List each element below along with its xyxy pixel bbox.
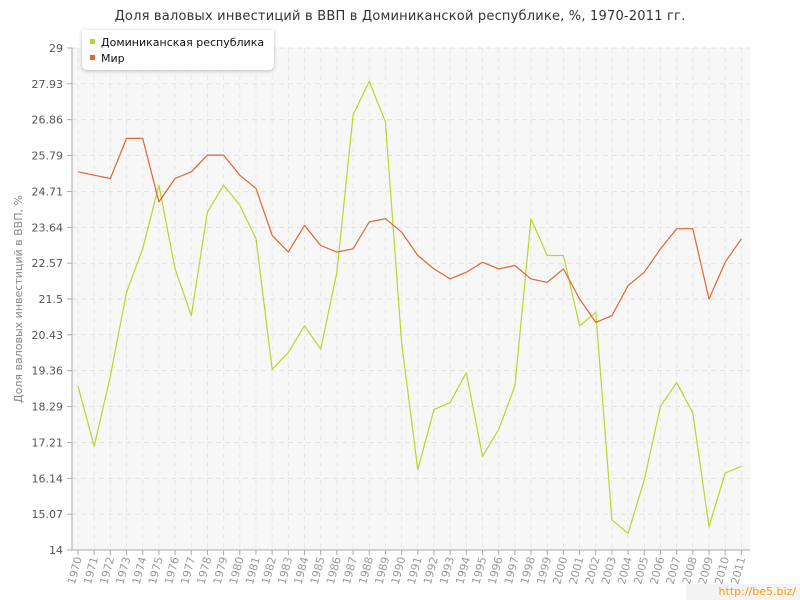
y-axis-title: Доля валовых инвестиций в ВВП, % xyxy=(12,195,25,403)
y-tick-label: 20.43 xyxy=(32,329,64,342)
y-tick-labels: 14 15.07 16.14 17.21 18.29 19.36 20.43 21.5 22.5… xyxy=(32,42,64,557)
legend-item-dominican-republic[interactable]: Доминиканская республика xyxy=(90,36,264,50)
watermark-link[interactable]: http://be5.biz/ xyxy=(686,584,800,600)
grid-lines xyxy=(72,47,750,551)
y-tick-label: 17.21 xyxy=(32,437,64,450)
legend-swatch-world xyxy=(90,55,95,60)
y-tick-label: 19.36 xyxy=(32,365,64,378)
y-tick-label: 18.29 xyxy=(32,400,64,413)
y-tick-label: 26.86 xyxy=(32,114,64,127)
chart-title: Доля валовых инвестиций в ВВП в Доминика… xyxy=(114,9,686,24)
axes xyxy=(67,47,750,555)
legend-swatch-dominican-republic xyxy=(90,39,95,44)
y-tick-label: 16.14 xyxy=(32,472,64,485)
legend-label-dominican-republic: Доминиканская республика xyxy=(101,36,265,49)
y-tick-label: 22.57 xyxy=(32,257,64,270)
y-tick-label: 27.93 xyxy=(32,78,64,91)
y-tick-label: 15.07 xyxy=(32,508,64,521)
y-tick-label: 14 xyxy=(49,544,63,557)
y-tick-label: 21.5 xyxy=(39,293,64,306)
legend-label-world: Мир xyxy=(101,52,125,65)
y-tick-label: 25.79 xyxy=(32,149,64,162)
x-tick-labels: 1970197119721973197419751976197719781979… xyxy=(65,555,748,585)
legend-item-world[interactable]: Мир xyxy=(90,52,125,66)
legend: Доминиканская республика Мир xyxy=(82,30,274,70)
y-tick-label: 23.64 xyxy=(32,221,64,234)
y-tick-label: 29 xyxy=(49,42,63,55)
series-line-dominican-republic[interactable] xyxy=(77,80,742,534)
series-line-world[interactable] xyxy=(77,137,742,323)
y-tick-label: 24.71 xyxy=(32,186,64,199)
series-lines xyxy=(77,80,742,534)
